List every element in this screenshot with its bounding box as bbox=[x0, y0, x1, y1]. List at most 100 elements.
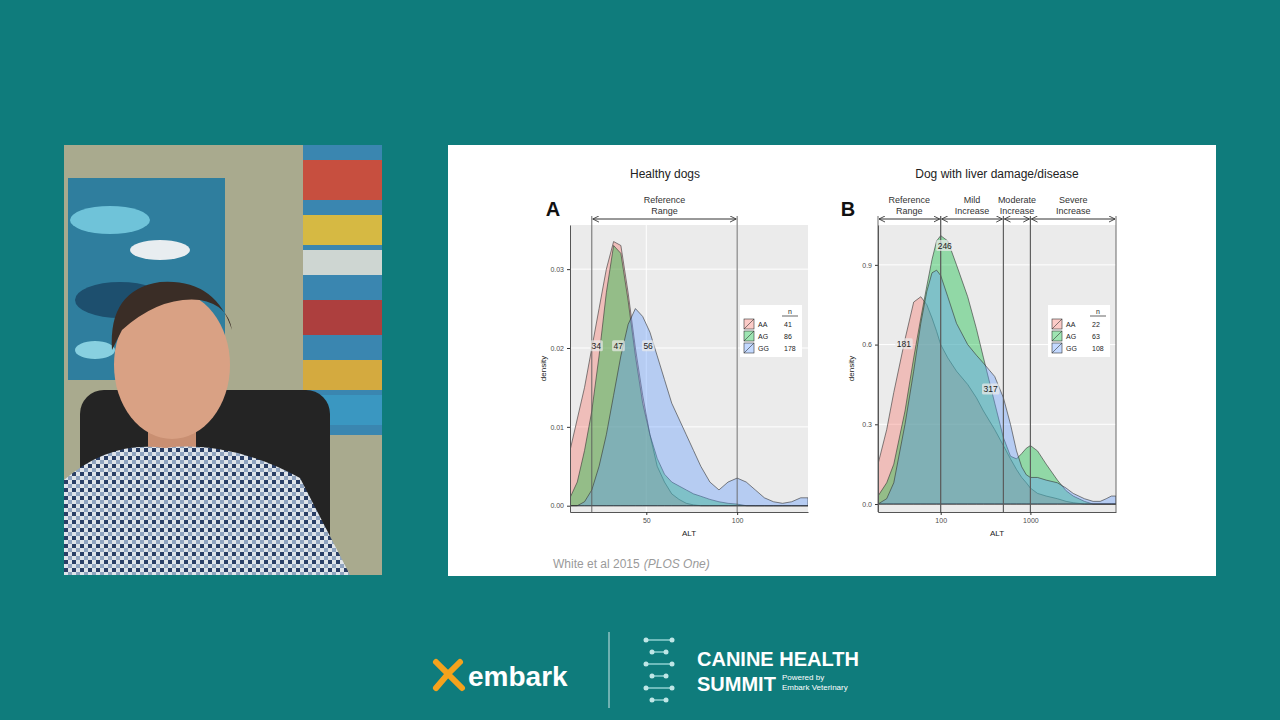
panel-letter: A bbox=[546, 198, 560, 220]
dna-node bbox=[664, 674, 669, 679]
background bbox=[0, 0, 1280, 720]
y-tick-label: 0.03 bbox=[550, 266, 564, 273]
annotation: 34 bbox=[592, 341, 602, 351]
x-tick: 1000 bbox=[1023, 512, 1039, 524]
page: 501000.000.010.020.03ALTdensityReference… bbox=[0, 0, 1280, 720]
legend-count: 178 bbox=[784, 345, 796, 352]
painting-detail bbox=[303, 215, 382, 245]
y-tick-label: 0.00 bbox=[550, 502, 564, 509]
range-boundary bbox=[1030, 216, 1031, 512]
range-arrow bbox=[1031, 219, 1115, 220]
x-tick: 100 bbox=[732, 512, 744, 524]
legend-count: 63 bbox=[1092, 333, 1100, 340]
y-axis: 0.00.30.60.9 bbox=[862, 226, 878, 513]
annotation-patch bbox=[936, 240, 953, 251]
y-tick: 0.9 bbox=[862, 262, 878, 269]
painting-detail bbox=[303, 300, 382, 335]
density-area bbox=[570, 242, 808, 506]
logo-text: embark bbox=[468, 661, 568, 692]
y-axis-title: density bbox=[847, 356, 856, 381]
panel-letter: B bbox=[841, 198, 855, 220]
legend-label: AA bbox=[758, 321, 768, 328]
legend-count: 108 bbox=[1092, 345, 1104, 352]
legend-key bbox=[744, 343, 754, 353]
annotation: 317 bbox=[984, 384, 998, 394]
annotation-patch bbox=[590, 340, 603, 351]
slide bbox=[448, 145, 1216, 576]
hair bbox=[112, 282, 232, 350]
x-tick-label: 100 bbox=[732, 517, 744, 524]
range-boundary bbox=[878, 216, 879, 512]
y-tick-label: 0.02 bbox=[550, 345, 564, 352]
plot-area bbox=[570, 242, 808, 506]
x-axis-line bbox=[879, 512, 1117, 513]
dna-node bbox=[664, 698, 669, 703]
legend-label: AG bbox=[1066, 333, 1076, 340]
y-tick: 0.01 bbox=[550, 424, 570, 431]
panel-title: Dog with liver damage/disease bbox=[915, 167, 1079, 181]
x-tick-label: 1000 bbox=[1023, 517, 1039, 524]
y-tick-label: 0.6 bbox=[862, 341, 872, 348]
range-arrow bbox=[593, 219, 736, 220]
separator bbox=[609, 632, 610, 708]
annotation: 56 bbox=[643, 341, 653, 351]
grid-line-y bbox=[570, 269, 808, 270]
legend-label: AG bbox=[758, 333, 768, 340]
legend-box bbox=[1048, 305, 1110, 357]
dna-node bbox=[670, 662, 675, 667]
event-name: SUMMIT bbox=[697, 673, 776, 695]
y-tick-label: 0.3 bbox=[862, 421, 872, 428]
x-tick-mark bbox=[646, 512, 647, 515]
dna-rung bbox=[646, 687, 672, 689]
legend-title-rule bbox=[1090, 316, 1106, 317]
painting-detail bbox=[303, 250, 382, 275]
annotation-patch bbox=[982, 384, 999, 395]
legend-key bbox=[744, 319, 754, 329]
range-boundary bbox=[1116, 216, 1117, 512]
dna-node bbox=[650, 674, 655, 679]
range-label: SevereIncrease bbox=[1056, 195, 1091, 216]
powered-by: Embark Veterinary bbox=[782, 683, 848, 692]
legend-label: GG bbox=[758, 345, 769, 352]
annotation-patch bbox=[642, 340, 655, 351]
video-wall bbox=[64, 145, 382, 575]
branding: embarkCANINE HEALTHSUMMITPowered byEmbar… bbox=[436, 632, 859, 708]
legend: nAA41AG86GG178 bbox=[740, 305, 802, 357]
range-boundary bbox=[940, 216, 941, 512]
shirt bbox=[64, 447, 350, 575]
y-tick-mark bbox=[567, 269, 570, 270]
y-tick-mark bbox=[567, 506, 570, 507]
dna-rung bbox=[646, 639, 672, 641]
grid-line-y bbox=[878, 264, 1116, 265]
legend-key-diagonal bbox=[1052, 331, 1062, 341]
range-boundary bbox=[1030, 216, 1031, 512]
x-tick-mark bbox=[1030, 512, 1031, 515]
annotation-patch bbox=[612, 340, 625, 351]
legend-label: GG bbox=[1066, 345, 1077, 352]
legend-count: 41 bbox=[784, 321, 792, 328]
dna-node bbox=[644, 686, 649, 691]
chart-panel: 10010000.00.30.60.9ALTdensityReferenceRa… bbox=[841, 167, 1117, 538]
painting-detail bbox=[303, 160, 382, 200]
logo-mark bbox=[436, 662, 462, 688]
annotation: 246 bbox=[938, 241, 952, 251]
legend-box bbox=[740, 305, 802, 357]
y-axis-title: density bbox=[539, 356, 548, 381]
dna-node bbox=[644, 662, 649, 667]
range-arrow bbox=[942, 219, 1003, 220]
density-area bbox=[570, 246, 808, 506]
dna-rung bbox=[646, 663, 672, 665]
dna-node bbox=[670, 638, 675, 643]
citation-text: White et al 2015 bbox=[553, 557, 640, 571]
plot-background bbox=[570, 225, 808, 512]
legend-title: n bbox=[1096, 308, 1100, 315]
range-boundary bbox=[940, 216, 941, 512]
density-area bbox=[878, 236, 1116, 504]
x-tick-label: 100 bbox=[935, 517, 947, 524]
x-tick: 50 bbox=[643, 512, 651, 524]
presenter-video bbox=[64, 145, 382, 575]
range-arrow bbox=[879, 219, 940, 220]
density-area bbox=[878, 270, 1116, 504]
range-boundary bbox=[1003, 216, 1004, 512]
legend-key-diagonal bbox=[744, 331, 754, 341]
